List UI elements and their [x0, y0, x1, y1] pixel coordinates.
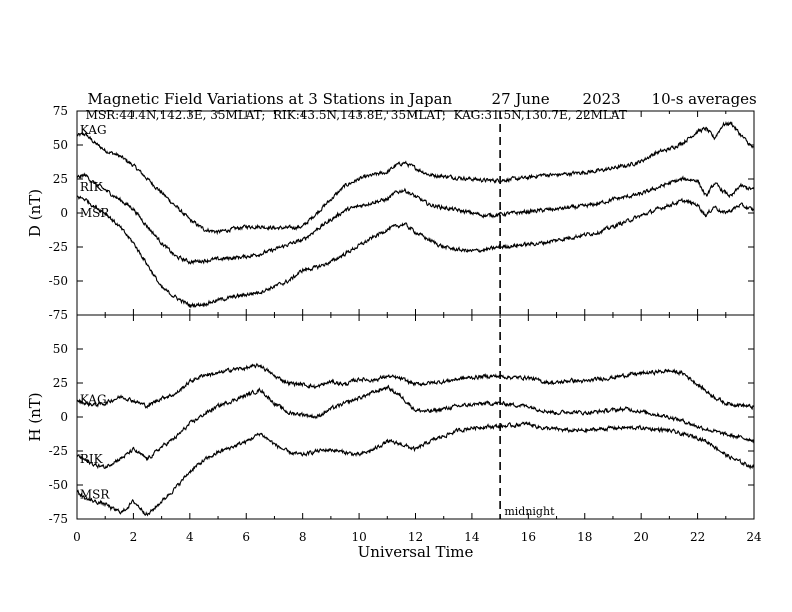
x-tick-label: 14	[464, 530, 480, 544]
x-tick-label: 20	[634, 530, 649, 544]
h-y-axis-label: H (nT)	[26, 392, 44, 441]
d-annotation-kag: KAG	[80, 123, 107, 137]
d-annotation-rik: RIK	[80, 180, 104, 194]
chart-date: 27 June	[482, 72, 550, 108]
chart-year: 2023	[573, 72, 621, 108]
h-series-rik-line	[76, 384, 755, 470]
date-text: 27 June	[491, 90, 550, 108]
d-ytick-label: 0	[60, 206, 68, 220]
d-annotation-msr: MSR	[80, 206, 111, 220]
d-y-axis-label: D (nT)	[26, 189, 44, 237]
h-annotation-kag: KAG	[80, 392, 107, 406]
chart-title: Magnetic Field Variations at 3 Stations …	[78, 72, 453, 108]
x-tick-label: 18	[577, 530, 592, 544]
d-ytick-label: -50	[49, 274, 68, 288]
h-ytick-label: -50	[49, 478, 68, 492]
x-tick-label: 12	[408, 530, 423, 544]
h-ytick-label: 0	[60, 410, 68, 424]
x-tick-label: 0	[73, 530, 81, 544]
averaging-text: 10-s averages	[651, 90, 757, 108]
h-annotation-msr: MSR	[80, 488, 111, 502]
x-tick-label: 2	[130, 530, 138, 544]
h-series-kag-line	[76, 362, 754, 411]
d-ytick-label: -25	[49, 240, 68, 254]
d-series-msr-line	[76, 195, 755, 309]
title-text: Magnetic Field Variations at 3 Stations …	[87, 90, 453, 108]
year-text: 2023	[582, 90, 621, 108]
h-series-msr-line	[76, 421, 755, 517]
d-ytick-label: 50	[53, 138, 68, 152]
d-ytick-label: 75	[53, 104, 68, 118]
h-ytick-label: -25	[49, 444, 68, 458]
x-tick-label: 8	[299, 530, 307, 544]
chart-averaging: 10-s averages	[642, 72, 757, 108]
d-panel: 75 50 25 0 -25 -50 -75 D (nT) KAG RIK MSR	[26, 104, 755, 322]
d-plot-frame	[76, 110, 755, 316]
x-axis-label: Universal Time	[358, 543, 474, 561]
x-tick-label: 6	[242, 530, 250, 544]
d-series-kag-line	[76, 121, 755, 236]
h-ytick-label: 25	[53, 376, 68, 390]
h-annotation-midnight: midnight	[504, 505, 555, 518]
h-panel: 50 25 0 -25 -50 -75 H (nT) KAG RIK MSR midnight	[26, 314, 755, 526]
x-tick-label: 22	[690, 530, 705, 544]
x-tick-label: 16	[521, 530, 536, 544]
d-ytick-label: 25	[53, 172, 68, 186]
h-ytick-label: 50	[53, 342, 68, 356]
x-tick-label: 4	[186, 530, 194, 544]
h-annotation-rik: RIK	[80, 452, 104, 466]
x-tick-label: 24	[746, 530, 762, 544]
h-ytick-label: -75	[49, 512, 68, 526]
x-tick-label: 10	[351, 530, 366, 544]
d-series-rik-line	[76, 172, 755, 265]
h-plot-frame	[76, 314, 755, 520]
d-ytick-label: -75	[49, 308, 68, 322]
